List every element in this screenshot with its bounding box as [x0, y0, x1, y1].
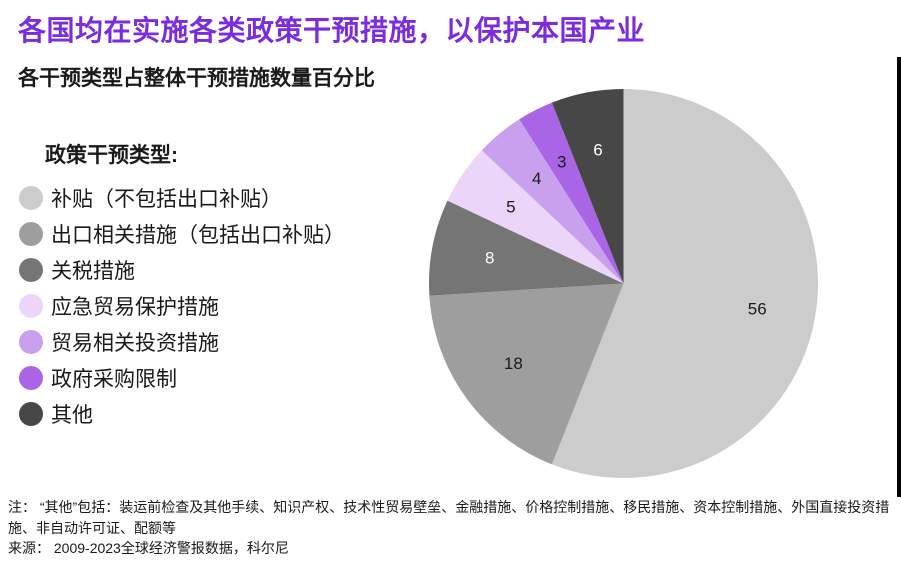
pie-chart-container: 56 18 8 5 4 3 6	[429, 89, 819, 479]
legend-dot-investment-measures	[19, 329, 43, 354]
legend-dot-trade-defense	[19, 293, 43, 318]
legend-item-label: 关税措施	[51, 259, 135, 283]
legend-item-investment-measures: 贸易相关投资措施	[19, 329, 345, 355]
pie-slice-0	[551, 89, 818, 478]
footnote-note: 注： “其他”包括：装运前检查及其他手续、知识产权、技术性贸易壁垒、金融措施、价…	[8, 499, 890, 536]
legend-dot-tariffs	[19, 257, 43, 282]
pie-slice-3	[447, 150, 624, 284]
pie-value-label-6: 6	[593, 140, 602, 159]
vertical-divider-bar	[897, 57, 901, 497]
legend-item-label: 贸易相关投资措施	[51, 331, 219, 355]
legend-dot-other	[19, 401, 43, 426]
pie-slice-6	[551, 89, 624, 284]
pie-value-label-3: 5	[506, 197, 515, 216]
pie-slice-5	[519, 102, 624, 284]
footnotes: 注： “其他”包括：装运前检查及其他手续、知识产权、技术性贸易壁垒、金融措施、价…	[8, 497, 894, 556]
pie-value-label-2: 8	[485, 248, 494, 267]
legend-title: 政策干预类型:	[45, 144, 178, 167]
legend-item-label: 其他	[51, 403, 93, 427]
pie-chart: 56 18 8 543 6	[429, 89, 818, 478]
legend-item-label: 出口相关措施（包括出口补贴）	[51, 223, 345, 247]
pie-slice-4	[481, 119, 624, 284]
footnote-source: 来源： 2009-2023全球经济警报数据，科尔尼	[8, 540, 289, 556]
page-title: 各国均在实施各类政策干预措施，以保护本国产业	[18, 15, 646, 46]
legend-item-tariffs: 关税措施	[19, 257, 345, 283]
pie-value-label-4: 4	[532, 169, 541, 188]
pie-slice-1	[429, 283, 624, 465]
legend-item-label: 政府采购限制	[51, 367, 177, 391]
pie-value-label-1: 18	[504, 354, 523, 373]
legend-dot-export-measures	[19, 221, 43, 246]
legend-item-export-measures: 出口相关措施（包括出口补贴）	[19, 221, 345, 247]
pie-value-label-0: 56	[748, 300, 767, 319]
legend-item-procurement: 政府采购限制	[19, 365, 345, 391]
legend-dot-subsidies	[19, 185, 43, 210]
legend-item-label: 应急贸易保护措施	[51, 295, 219, 319]
pie-value-label-5: 3	[557, 153, 566, 172]
legend-item-other: 其他	[19, 401, 345, 427]
legend-dot-procurement	[19, 365, 43, 390]
legend-item-subsidies: 补贴（不包括出口补贴）	[19, 185, 345, 211]
pie-slice-2	[429, 200, 624, 296]
chart-title: 各干预类型占整体干预措施数量百分比	[18, 67, 375, 90]
legend-item-label: 补贴（不包括出口补贴）	[51, 187, 282, 211]
legend-item-trade-defense: 应急贸易保护措施	[19, 293, 345, 319]
legend: 政策干预类型: 补贴（不包括出口补贴） 出口相关措施（包括出口补贴） 关税措施 …	[19, 139, 345, 427]
